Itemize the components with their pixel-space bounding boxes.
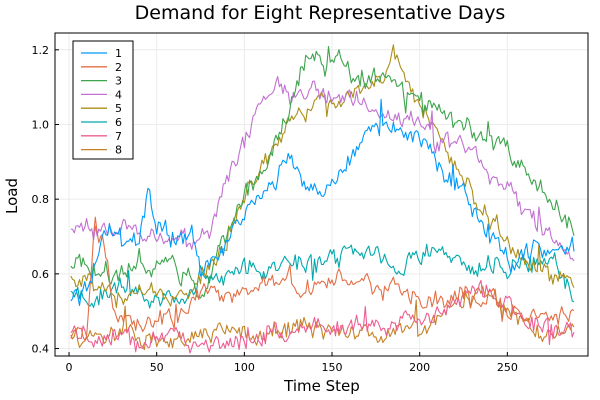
series-line-3 — [70, 46, 575, 299]
y-axis-title: Load — [3, 178, 21, 214]
x-axis-title: Time Step — [283, 377, 360, 395]
legend-label: 8 — [115, 144, 122, 157]
y-tick-label: 1.2 — [32, 44, 50, 57]
x-tick-label: 0 — [66, 361, 73, 374]
series-line-8 — [70, 285, 575, 351]
series-line-5 — [70, 44, 575, 309]
legend-label: 2 — [115, 61, 122, 74]
x-tick-label: 200 — [409, 361, 430, 374]
series-line-7 — [70, 279, 575, 354]
legend-label: 1 — [115, 47, 122, 60]
legend-label: 7 — [115, 130, 122, 143]
series-line-4 — [70, 76, 575, 262]
legend-label: 3 — [115, 75, 122, 88]
legend-label: 5 — [115, 102, 122, 115]
series-lines — [70, 44, 575, 354]
x-tick-label: 100 — [234, 361, 255, 374]
y-tick-label: 1.0 — [32, 118, 50, 131]
axis-ticks: 0 50 100 150 200 250 0.4 0.6 0.8 1.0 1.2 — [32, 44, 518, 374]
series-line-1 — [70, 98, 575, 306]
y-tick-label: 0.4 — [32, 343, 50, 356]
x-tick-label: 250 — [497, 361, 518, 374]
plot-frame — [54, 32, 589, 357]
legend-box — [72, 40, 134, 160]
x-tick-label: 150 — [322, 361, 343, 374]
x-tick-label: 50 — [150, 361, 164, 374]
legend-label: 6 — [115, 116, 122, 129]
y-tick-label: 0.8 — [32, 193, 50, 206]
chart-title: Demand for Eight Representative Days — [135, 2, 506, 24]
series-line-6 — [70, 243, 575, 309]
legend-label: 4 — [115, 88, 122, 101]
y-tick-label: 0.6 — [32, 268, 50, 281]
series-line-2 — [70, 216, 575, 341]
